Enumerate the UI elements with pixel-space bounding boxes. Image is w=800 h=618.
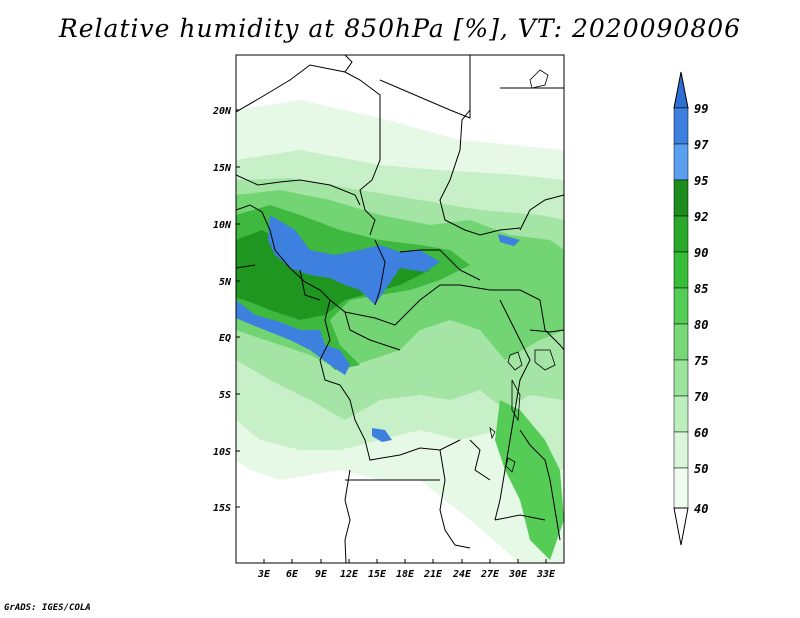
- lon-label: 15E: [368, 569, 387, 580]
- colorbar-label: 97: [694, 138, 709, 152]
- latitude-axis: 20N 15N 10N 5N EQ 5S 10S 15S: [212, 106, 232, 514]
- colorbar-label: 60: [694, 426, 708, 440]
- humidity-field: [236, 55, 564, 563]
- colorbar-cell-40-50: [673, 467, 689, 509]
- colorbar-labels: 99 97 95 92 90 85 80 75 70 60 50 40: [694, 102, 709, 516]
- colorbar-cell-92-95: [673, 179, 689, 217]
- colorbar-label: 85: [694, 282, 708, 296]
- colorbar-label: 80: [694, 318, 708, 332]
- lon-label: 27E: [480, 569, 500, 580]
- colorbar-cell-90-92: [673, 215, 689, 253]
- lon-label: 33E: [536, 569, 556, 580]
- colorbar-cell-80-85: [673, 287, 689, 325]
- lat-label: 20N: [212, 106, 232, 117]
- colorbar-cell-70-75: [673, 359, 689, 397]
- longitude-ticks: [263, 559, 547, 563]
- lakes: [489, 69, 556, 473]
- colorbar-label: 90: [694, 246, 708, 260]
- lon-label: 9E: [315, 569, 328, 580]
- lon-label: 18E: [396, 569, 415, 580]
- lat-label: 15S: [213, 503, 231, 514]
- lat-label: 10S: [213, 447, 231, 458]
- colorbar-cell-95-97: [673, 143, 689, 181]
- latitude-ticks: [236, 109, 240, 508]
- grads-credit: GrADS: IGES/COLA: [4, 603, 91, 613]
- rh-95-99-area: [268, 215, 440, 305]
- colorbar-cell-75-80: [673, 323, 689, 361]
- colorbar-label: 92: [694, 210, 708, 224]
- colorbar-label: 50: [694, 462, 708, 476]
- lon-label: 6E: [286, 569, 299, 580]
- colorbar-cell-50-60: [673, 431, 689, 469]
- rh-east-africa-area: [495, 400, 564, 560]
- lon-label: 3E: [257, 569, 271, 580]
- lat-label: EQ: [219, 333, 231, 344]
- colorbar-label: 40: [694, 502, 708, 516]
- chart-title: Relative humidity at 850hPa [%], VT: 202…: [58, 14, 742, 43]
- lat-label: 15N: [213, 163, 232, 174]
- longitude-axis: 3E 6E 9E 12E 15E 18E 21E 24E 27E 30E 33E: [257, 569, 556, 580]
- colorbar-label: 99: [694, 102, 708, 116]
- lon-label: 21E: [423, 569, 443, 580]
- colorbar-cell-60-70: [673, 395, 689, 433]
- colorbar-cell-97-99: [673, 107, 689, 145]
- lon-label: 12E: [340, 569, 359, 580]
- colorbar: [673, 71, 689, 546]
- rh-95-99-area-south: [372, 428, 392, 442]
- lon-label: 30E: [508, 569, 528, 580]
- country-borders: [236, 55, 564, 563]
- rh-95-99-area-east: [498, 234, 520, 246]
- colorbar-top-arrow: [673, 71, 689, 109]
- colorbar-label: 75: [694, 354, 708, 368]
- lat-label: 5S: [219, 390, 231, 401]
- map-frame: [235, 54, 565, 564]
- colorbar-label: 70: [694, 390, 708, 404]
- lat-label: 10N: [213, 220, 232, 231]
- colorbar-label: 95: [694, 174, 708, 188]
- lat-label: 5N: [219, 277, 232, 288]
- colorbar-cell-85-90: [673, 251, 689, 289]
- lon-label: 24E: [452, 569, 472, 580]
- colorbar-bottom-arrow: [673, 507, 689, 546]
